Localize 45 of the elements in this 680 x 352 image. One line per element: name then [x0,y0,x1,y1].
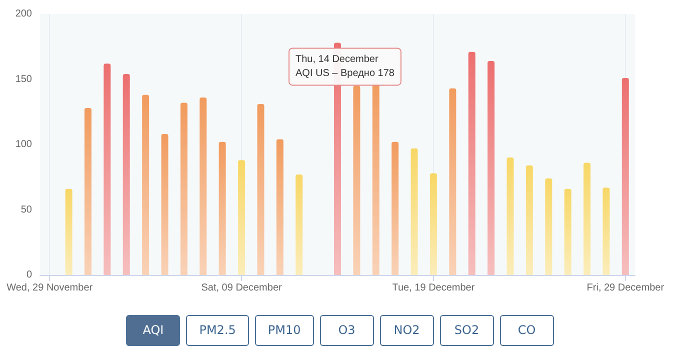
text: AQI [126,315,180,346]
bar [276,139,284,275]
bar [602,188,610,275]
bar [296,174,303,275]
bar [449,88,456,275]
bar [468,52,476,275]
x-tick-label: Wed, 29 November [6,282,94,294]
bar [200,98,207,275]
annotation: Thu, 14 December AQI US – Вредно 178 [296,54,395,80]
bar [564,188,572,275]
y-tick-label: 100 [15,139,32,150]
bar [622,78,629,275]
bar [218,142,226,275]
bar [161,134,168,275]
y-tick-label: 0 [26,270,32,280]
text: CO [500,315,554,346]
bar [65,188,72,275]
bar [372,83,380,275]
bar [584,162,591,275]
bar [84,108,92,275]
bar [122,74,130,275]
text: SO2 [440,315,494,346]
x-tick-label: Tue, 19 December [392,282,476,294]
text: PM10 [254,315,314,346]
bar [238,160,246,275]
bar [353,86,360,275]
bar [104,64,111,275]
y-tick-label: 50 [20,204,32,216]
bar [545,178,552,275]
y-tick-label: 150 [15,74,32,85]
bar [430,173,437,275]
x-tick-label: Sat, 09 December [201,282,282,294]
text: PM2.5 [186,315,249,346]
bar [488,60,495,275]
x-tick-label: Fri, 29 December [586,282,665,294]
bar [410,148,418,275]
bar [526,165,533,275]
bar [506,158,514,275]
bar [142,94,150,275]
bar [392,142,399,275]
text: NO2 [380,315,434,346]
bar [180,102,188,275]
y-tick-label: 200 [15,8,32,20]
bar [257,104,264,275]
text: O3 [320,315,374,346]
